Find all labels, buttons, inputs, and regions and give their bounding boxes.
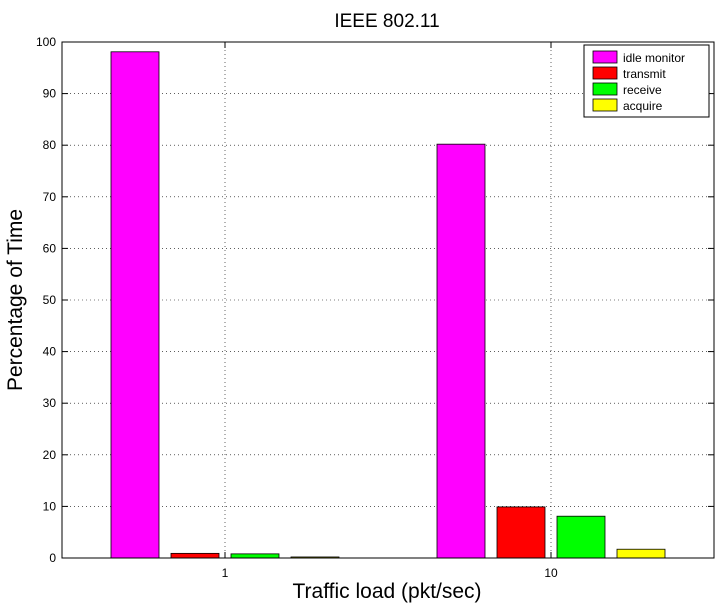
legend-swatch — [592, 82, 618, 96]
bar-transmit — [170, 552, 220, 559]
y-tick-label: 70 — [43, 190, 57, 204]
y-tick-label: 80 — [43, 138, 57, 152]
y-tick-label: 10 — [43, 499, 57, 513]
legend-label: idle monitor — [623, 51, 685, 65]
bar-acquire — [616, 548, 666, 559]
y-tick-label: 0 — [49, 551, 56, 565]
legend-swatch — [592, 50, 618, 64]
plot-background — [62, 42, 714, 558]
bar-receive — [230, 553, 280, 559]
y-tick-label: 60 — [43, 241, 57, 255]
y-tick-label: 20 — [43, 448, 57, 462]
x-axis-label: Traffic load (pkt/sec) — [292, 580, 481, 603]
legend-swatch — [592, 66, 618, 80]
y-tick-label: 50 — [43, 293, 57, 307]
bar-idle-monitor — [436, 143, 486, 559]
bar-idle-monitor — [110, 51, 160, 559]
legend: idle monitor transmit receive acquire — [583, 44, 710, 118]
legend-label: receive — [623, 83, 662, 97]
x-tick-label: 1 — [222, 566, 229, 580]
x-tick-label: 10 — [544, 566, 558, 580]
bar-receive — [556, 515, 606, 559]
y-tick-label: 90 — [43, 87, 57, 101]
chart-title: IEEE 802.11 — [334, 11, 439, 32]
legend-swatch — [592, 98, 618, 112]
y-tick-label: 30 — [43, 396, 57, 410]
y-tick-label: 40 — [43, 345, 57, 359]
legend-label: transmit — [623, 67, 666, 81]
y-tick-label: 100 — [36, 35, 56, 49]
bar-transmit — [496, 506, 546, 559]
y-axis-label: Percentage of Time — [4, 209, 27, 391]
legend-label: acquire — [623, 99, 663, 113]
